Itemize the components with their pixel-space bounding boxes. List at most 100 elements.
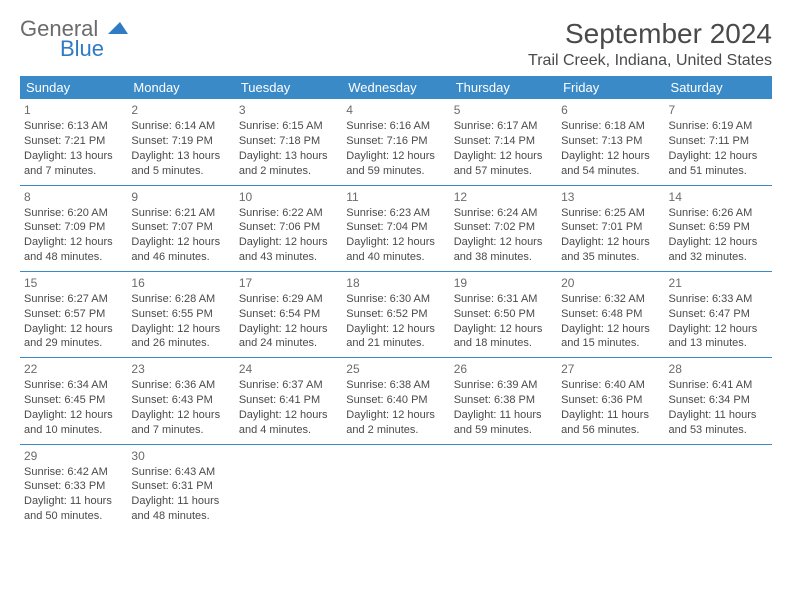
month-title: September 2024 xyxy=(528,18,772,50)
day-number: 17 xyxy=(239,276,338,290)
calendar-cell: 30 Sunrise: 6:43 AMSunset: 6:31 PMDayligh… xyxy=(127,444,234,530)
calendar-cell: 2 Sunrise: 6:14 AMSunset: 7:19 PMDaylight… xyxy=(127,99,234,185)
weekday-friday: Friday xyxy=(557,76,664,99)
day-number: 27 xyxy=(561,362,660,376)
day-number: 10 xyxy=(239,190,338,204)
calendar-row: 22Sunrise: 6:34 AMSunset: 6:45 PMDayligh… xyxy=(20,358,772,444)
logo-triangle-icon xyxy=(108,20,128,43)
day-number: 30 xyxy=(131,449,230,463)
calendar-cell: 21 Sunrise: 6:33 AMSunset: 6:47 PMDayligh… xyxy=(665,271,772,357)
day-number: 24 xyxy=(239,362,338,376)
calendar-cell: 19 Sunrise: 6:31 AMSunset: 6:50 PMDayligh… xyxy=(450,271,557,357)
calendar-cell: 28 Sunrise: 6:41 AMSunset: 6:34 PMDayligh… xyxy=(665,358,772,444)
day-number: 6 xyxy=(561,103,660,117)
day-number: 7 xyxy=(669,103,768,117)
day-number: 1 xyxy=(24,103,123,117)
calendar-cell xyxy=(450,444,557,530)
day-text: Sunrise: 6:19 AMSunset: 7:11 PMDaylight:… xyxy=(669,119,768,178)
day-text: Sunrise: 6:41 AMSunset: 6:34 PMDaylight:… xyxy=(669,378,768,437)
day-text: Sunrise: 6:18 AMSunset: 7:13 PMDaylight:… xyxy=(561,119,660,178)
calendar-row: 29 Sunrise: 6:42 AMSunset: 6:33 PMDayligh… xyxy=(20,444,772,530)
calendar-cell: 10Sunrise: 6:22 AMSunset: 7:06 PMDayligh… xyxy=(235,185,342,271)
day-text: Sunrise: 6:40 AMSunset: 6:36 PMDaylight:… xyxy=(561,378,660,437)
calendar-cell: 17 Sunrise: 6:29 AMSunset: 6:54 PMDayligh… xyxy=(235,271,342,357)
day-text: Sunrise: 6:37 AMSunset: 6:41 PMDaylight:… xyxy=(239,378,338,437)
day-number: 5 xyxy=(454,103,553,117)
day-number: 25 xyxy=(346,362,445,376)
calendar-cell: 25 Sunrise: 6:38 AMSunset: 6:40 PMDayligh… xyxy=(342,358,449,444)
day-text: Sunrise: 6:38 AMSunset: 6:40 PMDaylight:… xyxy=(346,378,445,437)
day-number: 16 xyxy=(131,276,230,290)
calendar-cell: 13 Sunrise: 6:25 AMSunset: 7:01 PMDayligh… xyxy=(557,185,664,271)
logo: General Blue xyxy=(20,18,128,60)
day-text: Sunrise: 6:26 AMSunset: 6:59 PMDaylight:… xyxy=(669,206,768,265)
page-header: General Blue September 2024 Trail Creek,… xyxy=(20,18,772,70)
day-text: Sunrise: 6:15 AMSunset: 7:18 PMDaylight:… xyxy=(239,119,338,178)
title-block: September 2024 Trail Creek, Indiana, Uni… xyxy=(528,18,772,70)
day-number: 28 xyxy=(669,362,768,376)
day-number: 8 xyxy=(24,190,123,204)
weekday-monday: Monday xyxy=(127,76,234,99)
day-number: 29 xyxy=(24,449,123,463)
calendar-cell: 5Sunrise: 6:17 AMSunset: 7:14 PMDaylight… xyxy=(450,99,557,185)
day-number: 9 xyxy=(131,190,230,204)
calendar-row: 1 Sunrise: 6:13 AMSunset: 7:21 PMDaylight… xyxy=(20,99,772,185)
day-text: Sunrise: 6:27 AMSunset: 6:57 PMDaylight:… xyxy=(24,292,123,351)
weekday-wednesday: Wednesday xyxy=(342,76,449,99)
day-number: 14 xyxy=(669,190,768,204)
day-text: Sunrise: 6:13 AMSunset: 7:21 PMDaylight:… xyxy=(24,119,123,178)
day-text: Sunrise: 6:43 AMSunset: 6:31 PMDaylight:… xyxy=(131,465,230,524)
weekday-tuesday: Tuesday xyxy=(235,76,342,99)
day-text: Sunrise: 6:30 AMSunset: 6:52 PMDaylight:… xyxy=(346,292,445,351)
day-text: Sunrise: 6:33 AMSunset: 6:47 PMDaylight:… xyxy=(669,292,768,351)
calendar-cell: 27 Sunrise: 6:40 AMSunset: 6:36 PMDayligh… xyxy=(557,358,664,444)
day-text: Sunrise: 6:28 AMSunset: 6:55 PMDaylight:… xyxy=(131,292,230,351)
calendar-row: 8Sunrise: 6:20 AMSunset: 7:09 PMDaylight… xyxy=(20,185,772,271)
day-text: Sunrise: 6:29 AMSunset: 6:54 PMDaylight:… xyxy=(239,292,338,351)
day-text: Sunrise: 6:36 AMSunset: 6:43 PMDaylight:… xyxy=(131,378,230,437)
day-text: Sunrise: 6:23 AMSunset: 7:04 PMDaylight:… xyxy=(346,206,445,265)
calendar-cell: 8Sunrise: 6:20 AMSunset: 7:09 PMDaylight… xyxy=(20,185,127,271)
day-number: 19 xyxy=(454,276,553,290)
logo-line2: Blue xyxy=(60,38,104,60)
calendar-cell: 22Sunrise: 6:34 AMSunset: 6:45 PMDayligh… xyxy=(20,358,127,444)
calendar-cell: 1 Sunrise: 6:13 AMSunset: 7:21 PMDaylight… xyxy=(20,99,127,185)
day-text: Sunrise: 6:31 AMSunset: 6:50 PMDaylight:… xyxy=(454,292,553,351)
calendar-cell: 18 Sunrise: 6:30 AMSunset: 6:52 PMDayligh… xyxy=(342,271,449,357)
logo-text: General Blue xyxy=(20,18,104,60)
day-number: 3 xyxy=(239,103,338,117)
day-number: 13 xyxy=(561,190,660,204)
day-number: 26 xyxy=(454,362,553,376)
day-number: 2 xyxy=(131,103,230,117)
day-text: Sunrise: 6:16 AMSunset: 7:16 PMDaylight:… xyxy=(346,119,445,178)
calendar-cell: 29 Sunrise: 6:42 AMSunset: 6:33 PMDayligh… xyxy=(20,444,127,530)
day-number: 4 xyxy=(346,103,445,117)
day-text: Sunrise: 6:42 AMSunset: 6:33 PMDaylight:… xyxy=(24,465,123,524)
day-number: 15 xyxy=(24,276,123,290)
day-number: 21 xyxy=(669,276,768,290)
calendar-cell: 14 Sunrise: 6:26 AMSunset: 6:59 PMDayligh… xyxy=(665,185,772,271)
calendar-cell: 9 Sunrise: 6:21 AMSunset: 7:07 PMDaylight… xyxy=(127,185,234,271)
calendar-cell: 3 Sunrise: 6:15 AMSunset: 7:18 PMDaylight… xyxy=(235,99,342,185)
day-number: 18 xyxy=(346,276,445,290)
day-text: Sunrise: 6:24 AMSunset: 7:02 PMDaylight:… xyxy=(454,206,553,265)
day-number: 23 xyxy=(131,362,230,376)
day-number: 11 xyxy=(346,190,445,204)
day-text: Sunrise: 6:25 AMSunset: 7:01 PMDaylight:… xyxy=(561,206,660,265)
calendar-cell xyxy=(665,444,772,530)
calendar-cell xyxy=(557,444,664,530)
calendar-cell: 20Sunrise: 6:32 AMSunset: 6:48 PMDayligh… xyxy=(557,271,664,357)
calendar-body: 1 Sunrise: 6:13 AMSunset: 7:21 PMDaylight… xyxy=(20,99,772,530)
day-text: Sunrise: 6:39 AMSunset: 6:38 PMDaylight:… xyxy=(454,378,553,437)
calendar-table: Sunday Monday Tuesday Wednesday Thursday… xyxy=(20,76,772,530)
weekday-row: Sunday Monday Tuesday Wednesday Thursday… xyxy=(20,76,772,99)
day-text: Sunrise: 6:14 AMSunset: 7:19 PMDaylight:… xyxy=(131,119,230,178)
day-text: Sunrise: 6:21 AMSunset: 7:07 PMDaylight:… xyxy=(131,206,230,265)
calendar-cell: 16 Sunrise: 6:28 AMSunset: 6:55 PMDayligh… xyxy=(127,271,234,357)
day-number: 12 xyxy=(454,190,553,204)
location: Trail Creek, Indiana, United States xyxy=(528,52,772,70)
calendar-row: 15 Sunrise: 6:27 AMSunset: 6:57 PMDayligh… xyxy=(20,271,772,357)
calendar-cell: 26 Sunrise: 6:39 AMSunset: 6:38 PMDayligh… xyxy=(450,358,557,444)
day-number: 22 xyxy=(24,362,123,376)
calendar-cell xyxy=(342,444,449,530)
